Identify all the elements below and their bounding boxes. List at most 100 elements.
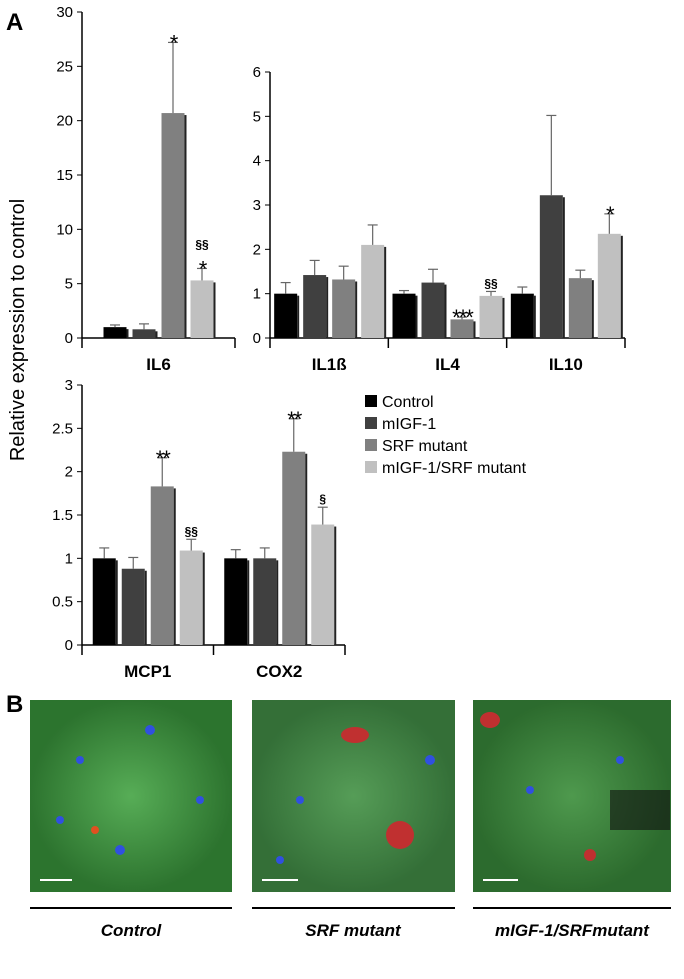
bar (121, 568, 145, 645)
bar (224, 558, 248, 645)
bar-shadow (502, 297, 505, 338)
bar-shadow (144, 570, 147, 645)
bar (311, 524, 335, 645)
bar-shadow (444, 284, 447, 338)
bar (568, 278, 592, 338)
bar-shadow (213, 282, 216, 338)
bar (179, 550, 203, 645)
bar (392, 293, 416, 338)
significance-star: *** (452, 305, 474, 330)
significance-section: §§ (484, 276, 498, 290)
y-tick-label: 15 (56, 167, 73, 184)
y-tick-label: 20 (56, 113, 73, 130)
y-tick-label: 1.5 (52, 507, 73, 524)
bar (103, 327, 127, 338)
bar-shadow (562, 197, 565, 338)
y-tick-label: 1 (65, 550, 73, 567)
legend-label: SRF mutant (382, 438, 468, 455)
panel-label: B (6, 691, 23, 718)
y-tick-label: 2 (253, 241, 261, 258)
x-tick-label: MCP1 (124, 662, 171, 681)
bar-shadow (415, 295, 418, 338)
bar-shadow (115, 560, 118, 645)
bar-shadow (202, 552, 205, 645)
x-tick-label: COX2 (256, 662, 302, 681)
bar-shadow (276, 560, 279, 645)
y-tick-label: 5 (65, 276, 73, 293)
y-tick-label: 3 (65, 377, 73, 394)
bar-shadow (297, 295, 300, 338)
bar (510, 293, 534, 338)
legend-label: mIGF-1/SRF mutant (382, 460, 527, 477)
bar-shadow (355, 281, 358, 338)
bar (253, 558, 277, 645)
x-tick-label: IL4 (435, 355, 460, 374)
panel-label: A (6, 9, 23, 36)
significance-section: §§ (185, 524, 199, 538)
x-tick-label: IL6 (146, 355, 171, 374)
significance-star: ** (287, 407, 303, 432)
y-tick-label: 1 (253, 286, 261, 303)
bar (450, 319, 474, 338)
legend-label: mIGF-1 (382, 416, 436, 433)
bar-shadow (305, 453, 308, 645)
image-caption: SRF mutant (305, 921, 402, 940)
legend-swatch (365, 395, 377, 407)
significance-star: * (199, 256, 208, 281)
image-caption: Control (101, 921, 163, 940)
bar (303, 275, 327, 338)
bar-shadow (126, 329, 129, 338)
y-axis-label: Relative expression to control (7, 199, 29, 461)
y-tick-label: 5 (253, 108, 261, 125)
bar-shadow (620, 235, 623, 338)
y-tick-label: 10 (56, 221, 73, 238)
micrograph (30, 700, 232, 892)
bar (190, 280, 214, 338)
bar (479, 295, 503, 338)
significance-star: ** (156, 446, 172, 471)
bar (92, 558, 116, 645)
bar-shadow (247, 560, 250, 645)
y-tick-label: 2.5 (52, 420, 73, 437)
bar (274, 293, 298, 338)
bar (361, 244, 385, 338)
micrograph (473, 700, 671, 892)
y-tick-label: 0.5 (52, 594, 73, 611)
y-tick-label: 6 (253, 64, 261, 81)
image-caption: mIGF-1/SRFmutant (495, 921, 650, 940)
legend-swatch (365, 461, 377, 473)
micrograph (252, 700, 455, 892)
y-tick-label: 0 (65, 637, 73, 654)
y-tick-label: 4 (253, 153, 261, 170)
bar (421, 282, 445, 338)
bar-shadow (334, 526, 337, 645)
y-tick-label: 25 (56, 58, 73, 75)
bar-shadow (155, 331, 158, 338)
significance-star: * (606, 202, 615, 227)
y-tick-label: 30 (56, 4, 73, 21)
legend-label: Control (382, 394, 434, 411)
bar (161, 113, 185, 338)
bar (597, 233, 621, 338)
bar (332, 279, 356, 338)
x-tick-label: IL1ß (312, 355, 347, 374)
y-tick-label: 2 (65, 464, 73, 481)
bar (132, 329, 156, 338)
bar-shadow (473, 321, 476, 338)
significance-star: * (170, 30, 179, 55)
significance-section: §§ (195, 237, 209, 251)
bar-shadow (173, 488, 176, 645)
legend-swatch (365, 439, 377, 451)
significance-section: § (319, 492, 326, 506)
bar (150, 486, 174, 645)
bar-shadow (591, 280, 594, 338)
bar-shadow (533, 295, 536, 338)
bar-shadow (384, 246, 387, 338)
bar (282, 451, 306, 645)
legend-swatch (365, 417, 377, 429)
x-tick-label: IL10 (549, 355, 583, 374)
y-tick-label: 3 (253, 197, 261, 214)
y-tick-label: 0 (253, 330, 261, 347)
